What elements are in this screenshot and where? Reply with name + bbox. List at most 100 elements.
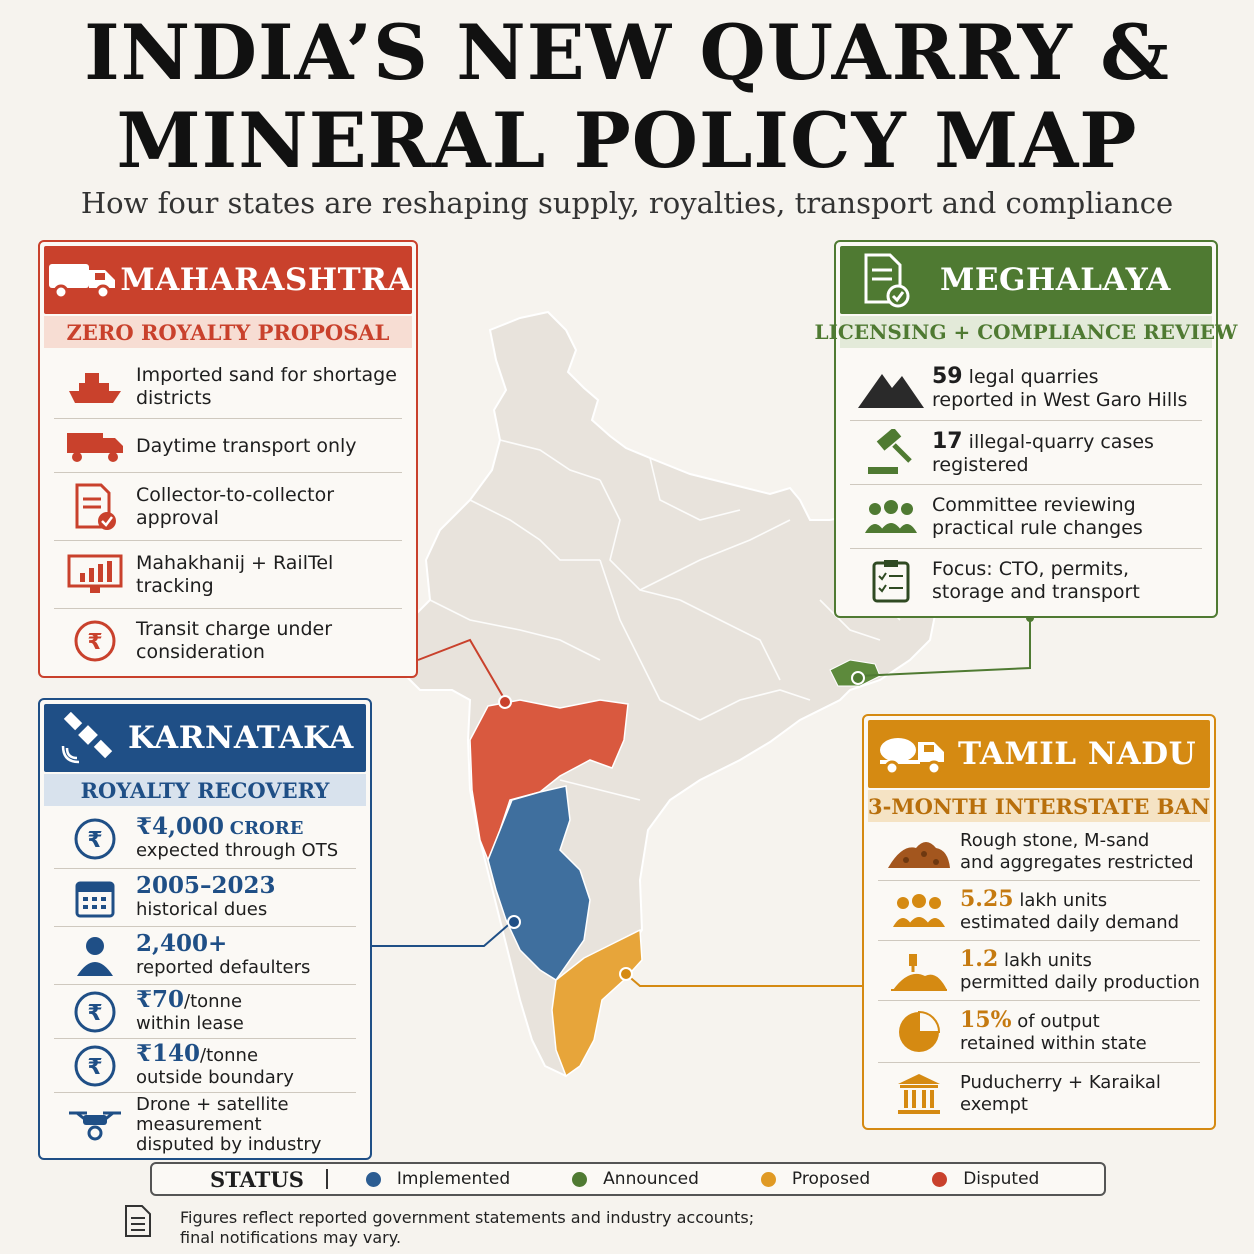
tamil-nadu-header: TAMIL NADU: [868, 720, 1210, 788]
list-item: 5.25 lakh units estimated daily demand: [878, 882, 1200, 941]
karnataka-item-text: reported defaulters: [136, 957, 311, 978]
meghalaya-panel: MEGHALAYA LICENSING + COMPLIANCE REVIEW …: [815, 240, 1238, 618]
legend-item-implemented: Implemented: [365, 1169, 510, 1189]
building-icon: [878, 1072, 960, 1116]
tamil-nadu-name: TAMIL NADU: [958, 736, 1197, 772]
meghalaya-value: 17: [932, 428, 963, 454]
document-check-icon: [840, 252, 930, 308]
meghalaya-name: MEGHALAYA: [940, 262, 1171, 298]
meghalaya-item-text2: storage and transport: [932, 581, 1140, 603]
maharashtra-panel: MAHARASHTRA ZERO ROYALTY PROPOSAL Import…: [38, 240, 418, 678]
tamil-nadu-item-text2: exempt: [960, 1094, 1028, 1115]
footnote: Figures reflect reported government stat…: [180, 1208, 754, 1248]
meghalaya-item-text2: registered: [932, 453, 1029, 476]
svg-text:₹: ₹: [87, 828, 102, 853]
tamil-nadu-item-text2: estimated daily demand: [960, 912, 1180, 933]
status-legend: STATUS Implemented Announced Proposed Di…: [150, 1162, 1106, 1196]
document-check-icon: [54, 483, 136, 531]
maharashtra-region: [469, 699, 629, 863]
rupee-icon: ₹: [54, 1044, 136, 1088]
mountain-icon: [850, 366, 932, 410]
legend-title: STATUS: [210, 1166, 304, 1192]
rupee-icon: ₹: [54, 619, 136, 663]
meghalaya-item-text2: practical rule changes: [932, 517, 1143, 539]
list-item: Drone + satellite measurement disputed b…: [54, 1094, 356, 1156]
tamil-nadu-value: 5.25: [960, 886, 1014, 912]
list-item: Rough stone, M-sand and aggregates restri…: [878, 824, 1200, 881]
tamil-nadu-panel: TAMIL NADU 3-MONTH INTERSTATE BAN Rough …: [862, 714, 1216, 1130]
legend-item-disputed: Disputed: [932, 1169, 1039, 1189]
stone-pile-icon: [878, 834, 960, 870]
legend-item-announced: Announced: [572, 1169, 699, 1189]
list-item: 2,400+ reported defaulters: [54, 928, 356, 985]
tamil-nadu-item-text: Rough stone, M-sand: [960, 830, 1150, 851]
karnataka-name: KARNATAKA: [128, 720, 354, 756]
karnataka-item-text: Drone + satellite measurement disputed b…: [136, 1094, 322, 1155]
list-item: 1.2 lakh units permitted daily production: [878, 942, 1200, 1001]
people-icon: [850, 497, 932, 537]
list-item: Puducherry + Karaikal exempt: [878, 1064, 1200, 1124]
people-icon: [878, 891, 960, 931]
rupee-icon: ₹: [54, 817, 136, 861]
list-item: ₹ ₹140/tonne outside boundary: [54, 1040, 356, 1093]
sand-production-icon: [878, 950, 960, 992]
title-line-1: INDIA’S NEW QUARRY &: [84, 8, 1170, 97]
maharashtra-item-text: Daytime transport only: [136, 434, 357, 457]
pie-icon: [878, 1009, 960, 1055]
list-item: Imported sand for shortage districts: [54, 356, 402, 419]
subtitle: How four states are reshaping supply, ro…: [80, 186, 1174, 220]
list-item: 15% of output retained within state: [878, 1002, 1200, 1063]
footnote-line-1: Figures reflect reported government stat…: [180, 1208, 755, 1227]
tamil-nadu-item-text: Puducherry + Karaikal: [960, 1072, 1161, 1093]
person-icon: [54, 934, 136, 978]
karnataka-item-text: expected through OTS: [136, 840, 339, 861]
truck-icon: [54, 429, 136, 463]
tamil-nadu-item-text: of output: [1017, 1011, 1100, 1032]
karnataka-item-text: outside boundary: [136, 1067, 294, 1088]
karnataka-subtitle: ROYALTY RECOVERY: [44, 774, 366, 806]
tamil-nadu-item-text2: and aggregates restricted: [960, 852, 1194, 873]
meghalaya-header: MEGHALAYA: [840, 246, 1212, 314]
tamil-nadu-item-text: lakh units: [1019, 890, 1108, 911]
tamil-nadu-item-text: lakh units: [1004, 950, 1092, 971]
karnataka-header: KARNATAKA: [44, 704, 366, 772]
list-item: 17 illegal-quarry cases registered: [850, 422, 1202, 485]
karnataka-value: 2005–2023: [136, 872, 276, 899]
karnataka-unit: CRORE: [229, 818, 304, 839]
maharashtra-subtitle: ZERO ROYALTY PROPOSAL: [44, 316, 412, 348]
maharashtra-item-text: Imported sand for shortage districts: [136, 364, 397, 409]
meghalaya-subtitle: LICENSING + COMPLIANCE REVIEW: [815, 316, 1238, 348]
maharashtra-header: MAHARASHTRA: [44, 246, 412, 314]
maharashtra-item-text: Mahakhanij + RailTel tracking: [136, 552, 334, 597]
karnataka-item-text: historical dues: [136, 899, 268, 920]
tamil-nadu-connector: [625, 973, 862, 987]
maharashtra-connector: [417, 638, 506, 701]
list-item: ₹ ₹70/tonne within lease: [54, 986, 356, 1039]
mixer-truck-icon: [868, 732, 958, 776]
note-icon: [124, 1204, 152, 1242]
list-item: 2005–2023 historical dues: [54, 870, 356, 927]
meghalaya-item-text2: reported in West Garo Hills: [932, 388, 1188, 411]
karnataka-region: [487, 785, 591, 982]
karnataka-unit: /tonne: [200, 1045, 259, 1066]
tamil-nadu-value: 15%: [960, 1007, 1012, 1033]
list-item: Mahakhanij + RailTel tracking: [54, 542, 402, 609]
calendar-icon: [54, 877, 136, 919]
svg-text:₹: ₹: [87, 1055, 102, 1080]
tamil-nadu-region: [551, 928, 643, 1078]
tamil-nadu-item-text2: retained within state: [960, 1033, 1147, 1054]
meghalaya-item-text: Focus: CTO, permits,: [932, 558, 1130, 580]
list-item: ₹ Transit charge under consideration: [54, 610, 402, 672]
footnote-line-2: final notifications may vary.: [180, 1228, 402, 1247]
maharashtra-name: MAHARASHTRA: [120, 262, 412, 298]
meghalaya-value: 59: [932, 363, 963, 389]
maharashtra-item-text: Collector-to-collector approval: [136, 484, 335, 529]
tamil-nadu-item-text2: permitted daily production: [960, 972, 1200, 993]
karnataka-value: ₹4,000: [136, 813, 225, 840]
clipboard-icon: [850, 558, 932, 604]
monitor-chart-icon: [54, 553, 136, 597]
svg-text:₹: ₹: [87, 630, 102, 655]
karnataka-item-text: within lease: [136, 1013, 244, 1034]
truck-icon: [44, 258, 120, 302]
meghalaya-item-text: legal quarries: [968, 365, 1099, 388]
